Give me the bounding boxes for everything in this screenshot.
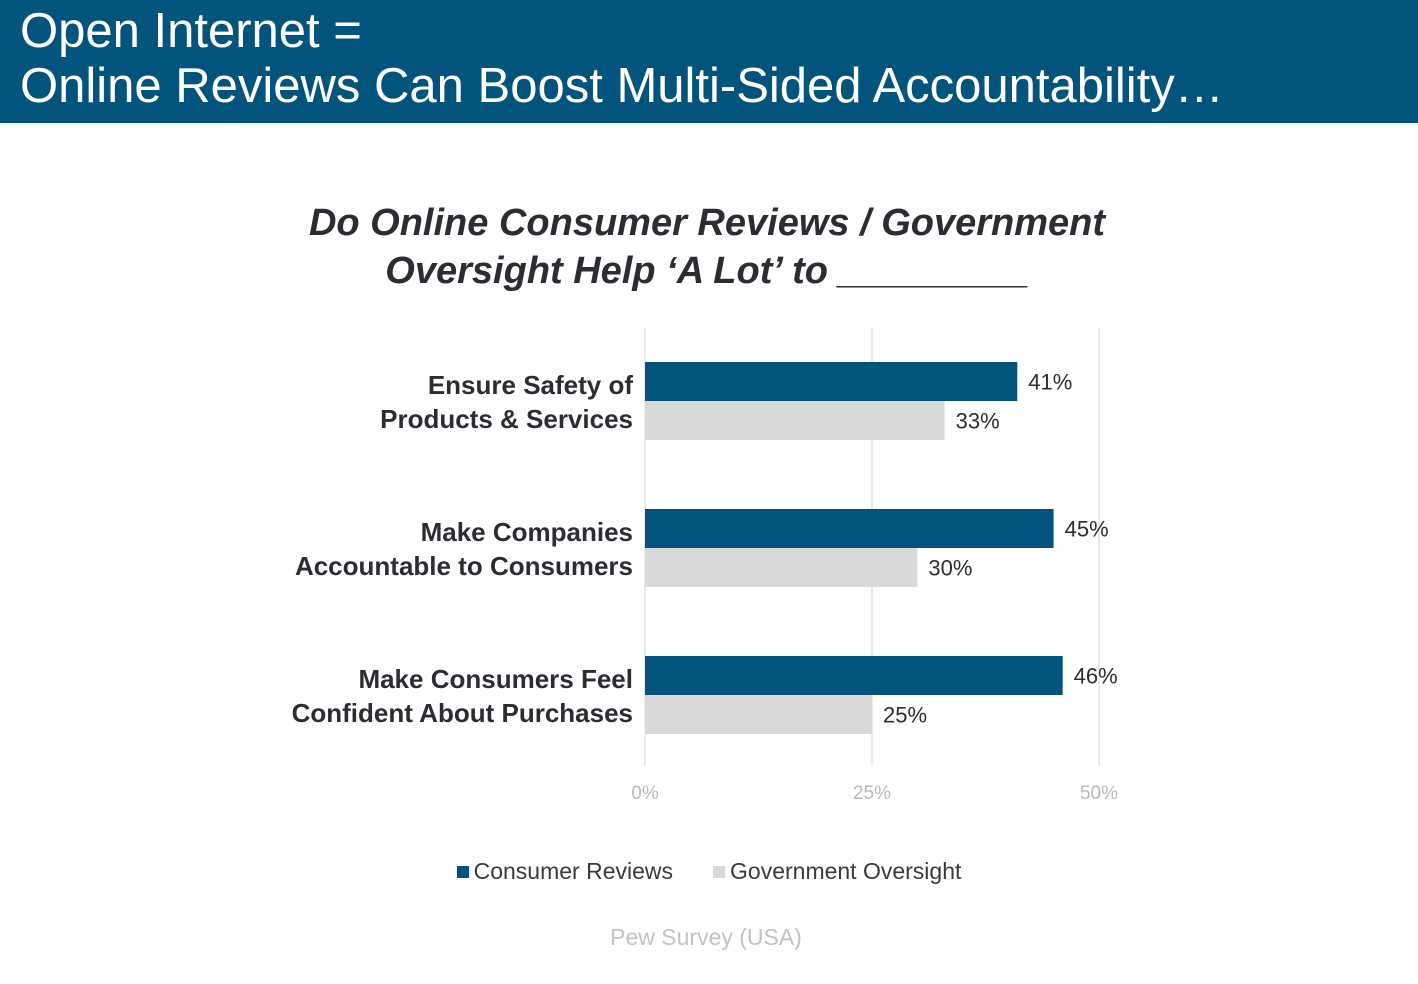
chart-legend: Consumer Reviews Government Oversight: [0, 858, 1418, 885]
legend-label-consumer-reviews: Consumer Reviews: [473, 858, 674, 884]
chart-title-line-2: Oversight Help ‘A Lot’ to _________: [385, 250, 1029, 292]
category-label: Products & Services: [380, 404, 633, 434]
data-label: 30%: [928, 556, 972, 581]
slide-header: Open Internet = Online Reviews Can Boost…: [0, 0, 1418, 123]
category-label: Make Companies: [421, 517, 633, 547]
bar: [645, 548, 918, 587]
data-label: 41%: [1028, 370, 1072, 395]
bar: [645, 656, 1063, 695]
legend-item-consumer-reviews: Consumer Reviews: [456, 858, 674, 885]
category-label: Accountable to Consumers: [295, 551, 633, 581]
x-tick-label: 50%: [1080, 783, 1118, 804]
bar: [645, 695, 872, 734]
x-tick-label: 25%: [853, 783, 891, 804]
source-note: Pew Survey (USA): [610, 924, 802, 950]
data-label: 46%: [1074, 664, 1118, 689]
legend-swatch-government-oversight: [713, 865, 726, 878]
legend-swatch-consumer-reviews: [456, 865, 469, 878]
slide-title-line-2: Online Reviews Can Boost Multi-Sided Acc…: [20, 59, 1224, 113]
category-label: Ensure Safety of: [428, 370, 634, 400]
x-tick-label: 0%: [631, 783, 659, 804]
bar: [645, 362, 1018, 401]
legend-item-government-oversight: Government Oversight: [713, 858, 961, 885]
data-label: 45%: [1065, 517, 1109, 542]
data-label: 25%: [883, 703, 927, 728]
bar: [645, 401, 945, 440]
legend-label-government-oversight: Government Oversight: [730, 858, 962, 884]
slide-title-line-1: Open Internet =: [20, 4, 362, 58]
data-label: 33%: [956, 409, 1000, 434]
chart-title: Do Online Consumer Reviews / Government …: [207, 199, 1207, 295]
chart-title-line-1: Do Online Consumer Reviews / Government: [308, 202, 1106, 244]
category-label: Confident About Purchases: [292, 698, 633, 728]
category-label: Make Consumers Feel: [358, 664, 633, 694]
bar: [645, 509, 1054, 548]
